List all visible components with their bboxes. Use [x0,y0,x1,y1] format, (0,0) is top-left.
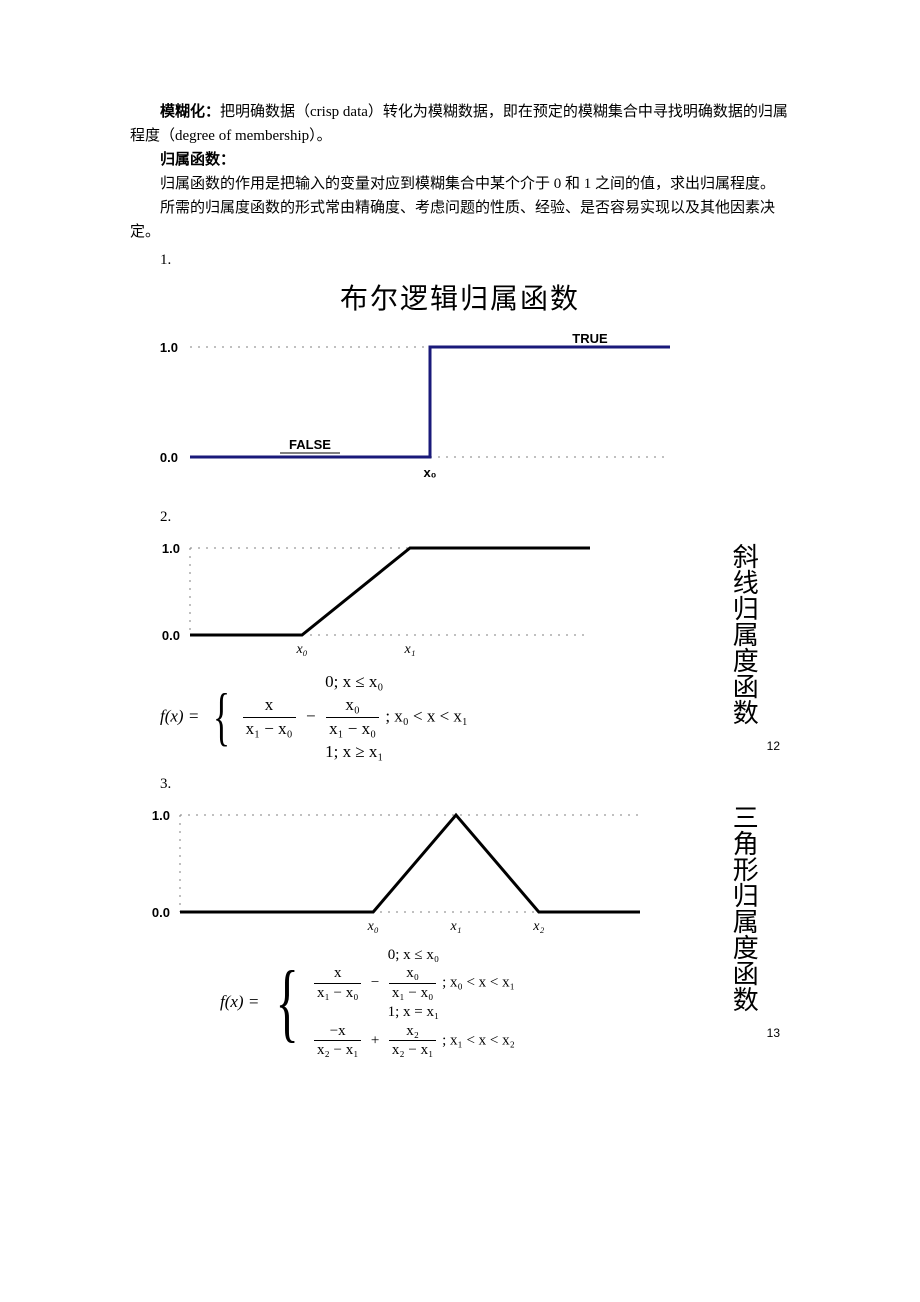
svg-text:1.0: 1.0 [152,808,170,823]
case-3: 1; x = x₁ [312,1003,515,1022]
figure-2-footnote: 12 [730,737,790,756]
figure-1-boolean: 布尔逻辑归属函数 1.0 0.0 TRUE FALSE x₀ [130,278,790,497]
svg-text:FALSE: FALSE [289,437,331,452]
paragraph-membership-desc: 归属函数的作用是把输入的变量对应到模糊集合中某个介于 0 和 1 之间的值，求出… [130,172,790,196]
svg-text:1.0: 1.0 [162,541,180,556]
figure-2-formula: f(x) = { 0; x ≤ x₀ xx₁ − x₀ − x₀x₁ − x₀ … [160,671,730,764]
paragraph-membership-factors: 所需的归属度函数的形式常由精确度、考虑问题的性质、经验、是否容易实现以及其他因素… [130,196,790,244]
figure-2-side-title: 斜线归属度函数 [730,543,757,725]
figure-3-formula: f(x) = { 0; x ≤ x₀ xx₁ − x₀ − x₀x₁ − x₀ … [220,946,730,1061]
brace-icon: { [213,691,230,743]
figure-3-chart: 1.0 0.0 x₀ x₁ x₂ [130,800,650,940]
svg-text:x₀: x₀ [295,642,307,657]
figure-1-title: 布尔逻辑归属函数 [130,278,790,323]
paragraph-fuzzification: 模糊化：把明确数据（crisp data）转化为模糊数据，即在预定的模糊集合中寻… [130,100,790,148]
list-number-3: 3. [130,772,790,796]
svg-text:0.0: 0.0 [160,450,178,465]
list-number-1: 1. [130,248,790,272]
figure-2-ramp: 1.0 0.0 x₀ x₁ f(x) = { 0; x ≤ x₀ xx₁ − x₀ −… [130,533,790,764]
case-4: −xx₂ − x₁ + x₂x₂ − x₁ ; x₁ < x < x₂ [312,1022,515,1061]
svg-text:x₁: x₁ [449,919,461,934]
figure-1-chart: 1.0 0.0 TRUE FALSE x₀ [130,327,690,497]
case-3: 1; x ≥ x₁ [241,741,468,764]
svg-text:x₂: x₂ [532,919,544,934]
case-2: xx₁ − x₀ − x₀x₁ − x₀ ; x₀ < x < x₁ [241,694,468,741]
formula-lhs-3: f(x) = [220,992,264,1011]
figure-3-side-title: 三角形归属度函数 [730,804,757,1012]
document-page: 模糊化：把明确数据（crisp data）转化为模糊数据，即在预定的模糊集合中寻… [0,0,920,1128]
list-number-2: 2. [130,505,790,529]
svg-text:x₀: x₀ [367,919,379,934]
svg-text:TRUE: TRUE [572,331,608,346]
svg-text:1.0: 1.0 [160,340,178,355]
figure-2-chart: 1.0 0.0 x₀ x₁ [130,533,600,663]
figure-3-footnote: 13 [730,1024,790,1043]
svg-text:0.0: 0.0 [152,905,170,920]
svg-text:0.0: 0.0 [162,628,180,643]
heading-membership-fn: 归属函数： [130,148,790,172]
brace-icon: { [275,967,298,1038]
svg-text:x₀: x₀ [423,465,436,480]
case-2: xx₁ − x₀ − x₀x₁ − x₀ ; x₀ < x < x₁ [312,964,515,1003]
svg-text:x₁: x₁ [403,642,415,657]
case-1: 0; x ≤ x₀ [241,671,468,694]
figure-3-triangle: 1.0 0.0 x₀ x₁ x₂ f(x) = { 0; x ≤ x₀ xx₁ − x₀… [130,800,790,1061]
desc-mohuhua: 把明确数据（crisp data）转化为模糊数据，即在预定的模糊集合中寻找明确数… [130,104,788,144]
formula-lhs: f(x) = [160,706,204,725]
term-mohuhua: 模糊化： [160,104,220,120]
case-1: 0; x ≤ x₀ [312,946,515,965]
